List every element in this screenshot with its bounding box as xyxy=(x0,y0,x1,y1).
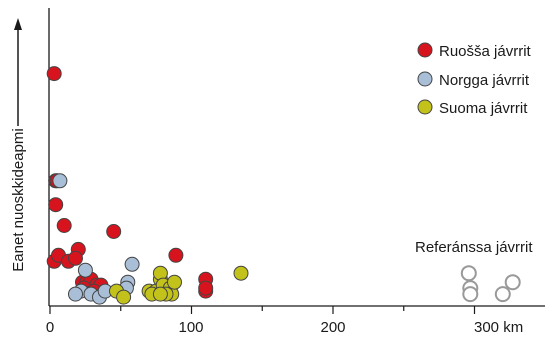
data-point-suoma-11 xyxy=(233,265,249,281)
x-tick-label-100: 100 xyxy=(178,319,203,336)
data-point-ruossa-11 xyxy=(168,247,184,263)
data-point-ruossa-9 xyxy=(68,250,83,266)
y-axis-title: Eanet nuoskkideapmi xyxy=(10,128,27,271)
legend-marker-ruossa xyxy=(417,42,433,58)
data-point-referanssa-4 xyxy=(494,286,511,303)
x-tick-label-300: 300 km xyxy=(474,319,523,336)
data-point-suoma-13 xyxy=(152,286,168,302)
legend-marker-suoma xyxy=(417,99,433,115)
y-axis: Eanet nuoskkideapmi xyxy=(10,8,50,306)
legend-label-norgga: Norgga jávrrit xyxy=(439,72,530,89)
legend-label-ruossa: Ruošša jávrrit xyxy=(439,43,532,60)
data-point-norgga-2 xyxy=(124,256,140,272)
data-point-ruossa-21 xyxy=(198,280,214,296)
legend: Ruošša jávrrit Norgga jávrrit Suoma jávr… xyxy=(417,42,532,117)
x-axis: 0 100 200 300 km xyxy=(46,305,545,336)
x-axis-ticks xyxy=(49,306,476,314)
legend-label-suoma: Suoma jávrrit xyxy=(439,100,528,117)
x-tick-label-0: 0 xyxy=(46,319,54,336)
data-point-ruossa-4 xyxy=(56,218,72,233)
data-point-norgga-8 xyxy=(68,286,83,302)
data-point-ruossa-10 xyxy=(106,224,122,239)
data-point-suoma-9 xyxy=(167,274,182,290)
data-point-suoma-1 xyxy=(116,289,132,305)
reference-lakes-label: Referánssa jávrrit xyxy=(415,239,533,256)
legend-marker-norgga xyxy=(417,71,433,87)
data-point-ruossa-2 xyxy=(48,197,64,213)
data-point-referanssa-3 xyxy=(504,274,521,291)
data-points xyxy=(46,66,521,305)
data-point-referanssa-0 xyxy=(460,265,477,282)
data-point-norgga-0 xyxy=(52,173,68,189)
data-point-ruossa-0 xyxy=(46,66,62,82)
y-axis-arrow-head xyxy=(14,18,22,30)
data-point-norgga-1 xyxy=(77,262,93,278)
x-tick-label-200: 200 xyxy=(320,319,345,336)
data-point-referanssa-2 xyxy=(462,286,479,303)
